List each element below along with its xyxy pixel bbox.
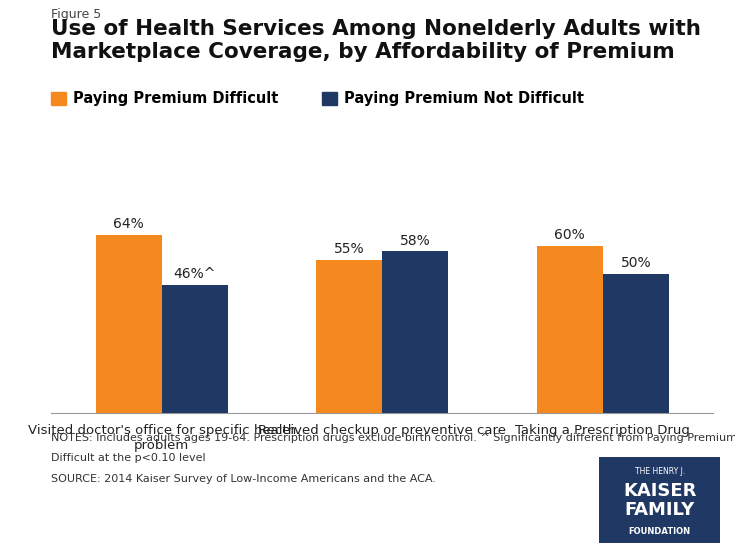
Legend: Paying Premium Difficult, Paying Premium Not Difficult: Paying Premium Difficult, Paying Premium… <box>46 85 590 112</box>
Text: 46%^: 46%^ <box>173 267 216 282</box>
Bar <box>96 235 162 413</box>
Text: Figure 5: Figure 5 <box>51 8 101 21</box>
Text: Use of Health Services Among Nonelderly Adults with
Marketplace Coverage, by Aff: Use of Health Services Among Nonelderly … <box>51 19 701 62</box>
Bar <box>537 246 603 413</box>
Bar <box>162 285 228 413</box>
Text: 60%: 60% <box>554 229 585 242</box>
Text: 58%: 58% <box>400 234 431 248</box>
Bar <box>603 274 669 413</box>
Bar <box>382 251 448 413</box>
Text: NOTES: Includes adults ages 19-64. Prescription drugs exclude birth control. ^ S: NOTES: Includes adults ages 19-64. Presc… <box>51 433 735 442</box>
Text: 50%: 50% <box>620 256 651 271</box>
Text: KAISER: KAISER <box>623 483 696 500</box>
Text: SOURCE: 2014 Kaiser Survey of Low-Income Americans and the ACA.: SOURCE: 2014 Kaiser Survey of Low-Income… <box>51 474 437 484</box>
Text: 55%: 55% <box>334 242 365 256</box>
Bar <box>316 260 382 413</box>
Text: 64%: 64% <box>113 217 144 231</box>
Text: THE HENRY J.: THE HENRY J. <box>634 467 685 477</box>
Text: FOUNDATION: FOUNDATION <box>628 527 691 536</box>
Text: FAMILY: FAMILY <box>625 501 695 519</box>
Text: Difficult at the p<0.10 level: Difficult at the p<0.10 level <box>51 453 206 463</box>
